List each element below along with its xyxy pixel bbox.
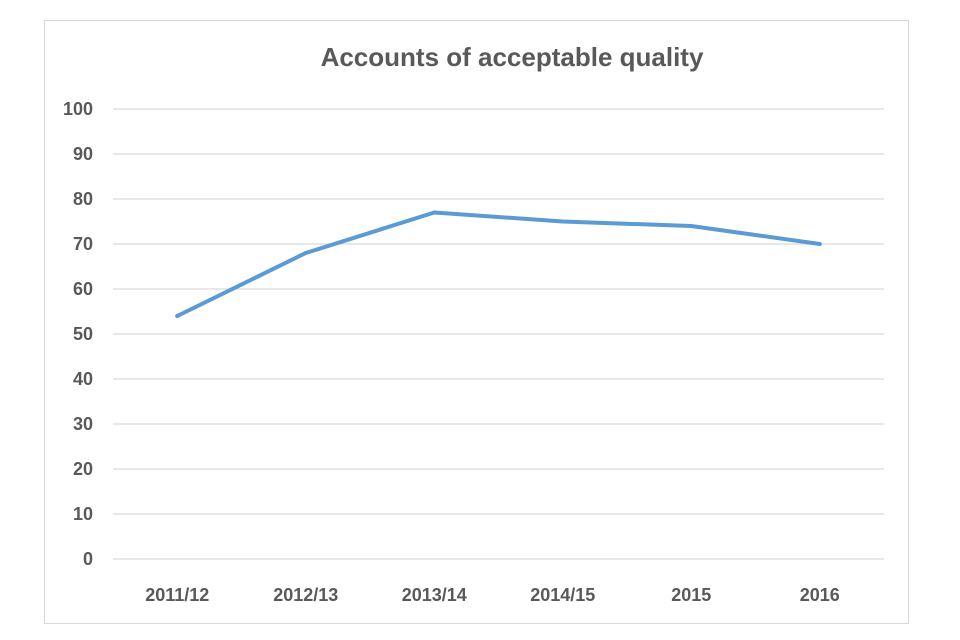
x-tick-label: 2015 (671, 585, 711, 605)
x-tick-label: 2011/12 (145, 585, 209, 605)
gridlines (113, 108, 884, 560)
data-point (817, 242, 822, 246)
series-line-0 (175, 210, 822, 318)
y-tick-label: 70 (73, 234, 93, 254)
x-tick-label: 2014/15 (530, 585, 595, 605)
data-point (560, 219, 565, 224)
y-tick-label: 10 (73, 504, 93, 524)
data-point (689, 224, 694, 228)
y-tick-label: 30 (73, 414, 93, 434)
data-point (303, 251, 308, 255)
chart-title: Accounts of acceptable quality (321, 42, 704, 72)
y-tick-label: 80 (73, 189, 93, 209)
x-axis-ticks: 2011/12 2012/13 2013/14 2014/15 2015 2016 (145, 585, 840, 605)
x-tick-label: 2016 (800, 585, 840, 605)
x-tick-label: 2012/13 (273, 585, 338, 605)
y-axis-ticks: 0 10 20 30 40 50 60 70 80 90 100 (63, 99, 93, 569)
series-layer (175, 210, 822, 318)
chart-frame (44, 20, 909, 624)
y-tick-label: 90 (73, 144, 93, 164)
y-tick-label: 0 (83, 549, 93, 569)
data-point (432, 210, 437, 215)
x-tick-label: 2013/14 (402, 585, 467, 605)
data-point (175, 314, 180, 318)
y-tick-label: 100 (63, 99, 93, 119)
y-tick-label: 20 (73, 459, 93, 479)
y-tick-label: 50 (73, 324, 93, 344)
y-tick-label: 60 (73, 279, 93, 299)
y-tick-label: 40 (73, 369, 93, 389)
